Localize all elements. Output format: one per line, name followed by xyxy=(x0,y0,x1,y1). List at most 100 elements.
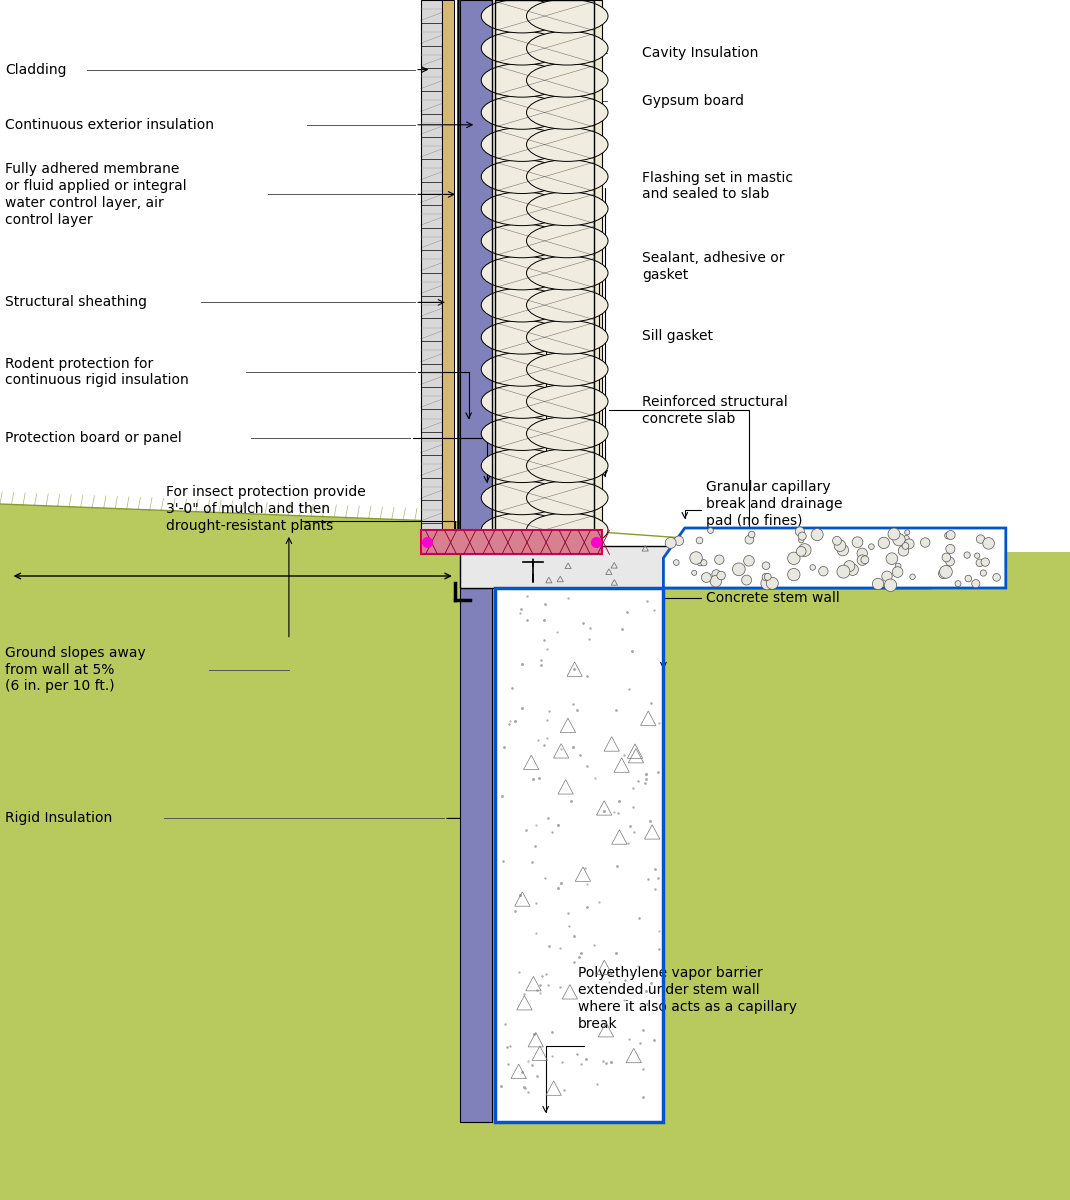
Circle shape xyxy=(796,546,806,557)
Circle shape xyxy=(835,540,845,552)
Circle shape xyxy=(878,538,889,548)
Text: Rigid Insulation: Rigid Insulation xyxy=(5,811,112,826)
Ellipse shape xyxy=(482,31,563,65)
Circle shape xyxy=(981,558,990,566)
Text: Cladding: Cladding xyxy=(5,62,66,77)
Circle shape xyxy=(857,554,868,565)
Ellipse shape xyxy=(526,96,608,130)
Circle shape xyxy=(673,559,679,565)
Ellipse shape xyxy=(482,256,563,290)
Circle shape xyxy=(811,529,823,541)
Bar xyxy=(495,588,663,1122)
Circle shape xyxy=(745,535,753,544)
Ellipse shape xyxy=(482,320,563,354)
Ellipse shape xyxy=(482,449,563,482)
Circle shape xyxy=(733,563,745,576)
Circle shape xyxy=(690,552,702,564)
Text: For insect protection provide
3'-0" of mulch and then
drought-resistant plants: For insect protection provide 3'-0" of m… xyxy=(166,485,366,533)
Ellipse shape xyxy=(526,514,608,547)
Circle shape xyxy=(788,552,800,564)
Polygon shape xyxy=(663,528,1006,588)
Circle shape xyxy=(976,535,984,544)
Circle shape xyxy=(819,566,828,576)
Circle shape xyxy=(869,544,874,550)
Ellipse shape xyxy=(482,160,563,193)
Circle shape xyxy=(983,538,994,550)
Ellipse shape xyxy=(482,224,563,258)
Ellipse shape xyxy=(526,416,608,450)
Ellipse shape xyxy=(482,481,563,515)
Bar xyxy=(421,530,602,554)
Ellipse shape xyxy=(526,481,608,515)
Circle shape xyxy=(956,581,961,587)
Circle shape xyxy=(798,544,811,557)
Ellipse shape xyxy=(526,0,608,32)
Bar xyxy=(460,546,931,588)
Circle shape xyxy=(882,571,892,582)
Circle shape xyxy=(697,538,703,544)
Circle shape xyxy=(946,530,956,540)
Text: Continuous exterior insulation: Continuous exterior insulation xyxy=(5,118,214,132)
Circle shape xyxy=(788,569,800,581)
Text: Protection board or panel: Protection board or panel xyxy=(5,431,182,445)
Ellipse shape xyxy=(526,385,608,419)
Text: Polyethylene vapor barrier
extended under stem wall
where it also acts as a capi: Polyethylene vapor barrier extended unde… xyxy=(578,966,797,1031)
Ellipse shape xyxy=(482,96,563,130)
Circle shape xyxy=(846,564,858,575)
Circle shape xyxy=(888,528,900,540)
Circle shape xyxy=(945,533,951,539)
Circle shape xyxy=(715,554,724,564)
Text: Reinforced structural
concrete slab: Reinforced structural concrete slab xyxy=(642,395,788,426)
Circle shape xyxy=(717,571,725,580)
Ellipse shape xyxy=(526,127,608,161)
Circle shape xyxy=(904,539,914,548)
Bar xyxy=(495,0,594,546)
Circle shape xyxy=(975,553,980,558)
Circle shape xyxy=(832,536,841,545)
Ellipse shape xyxy=(526,64,608,97)
Circle shape xyxy=(795,527,805,536)
Circle shape xyxy=(710,575,721,587)
Circle shape xyxy=(837,545,849,556)
Polygon shape xyxy=(0,504,1070,1200)
Circle shape xyxy=(837,565,850,578)
Circle shape xyxy=(920,538,930,547)
Ellipse shape xyxy=(526,353,608,386)
Circle shape xyxy=(698,560,703,566)
Circle shape xyxy=(764,574,771,581)
Circle shape xyxy=(884,580,897,592)
Circle shape xyxy=(902,542,908,550)
Circle shape xyxy=(980,570,987,576)
Ellipse shape xyxy=(526,192,608,226)
Bar xyxy=(460,588,492,1122)
Ellipse shape xyxy=(526,31,608,65)
Circle shape xyxy=(946,545,954,553)
Circle shape xyxy=(946,557,954,566)
Ellipse shape xyxy=(482,64,563,97)
Circle shape xyxy=(965,575,972,582)
Circle shape xyxy=(762,562,769,570)
Circle shape xyxy=(964,552,970,558)
Circle shape xyxy=(798,532,806,540)
Circle shape xyxy=(798,538,804,542)
Circle shape xyxy=(748,532,755,538)
Ellipse shape xyxy=(482,0,563,32)
Text: Granular capillary
break and drainage
pad (no fines): Granular capillary break and drainage pa… xyxy=(706,480,843,528)
Circle shape xyxy=(744,556,754,566)
Text: Sealant, adhesive or
gasket: Sealant, adhesive or gasket xyxy=(642,251,784,282)
Circle shape xyxy=(993,574,1000,581)
Circle shape xyxy=(674,536,684,546)
Bar xyxy=(495,588,663,1122)
Circle shape xyxy=(976,559,983,566)
Ellipse shape xyxy=(482,416,563,450)
Ellipse shape xyxy=(482,353,563,386)
Circle shape xyxy=(910,574,915,580)
Bar xyxy=(442,0,454,546)
Ellipse shape xyxy=(526,288,608,322)
Ellipse shape xyxy=(526,224,608,258)
Circle shape xyxy=(972,580,980,588)
Circle shape xyxy=(872,578,884,589)
Circle shape xyxy=(886,553,898,564)
Circle shape xyxy=(701,559,707,566)
Circle shape xyxy=(707,528,714,534)
